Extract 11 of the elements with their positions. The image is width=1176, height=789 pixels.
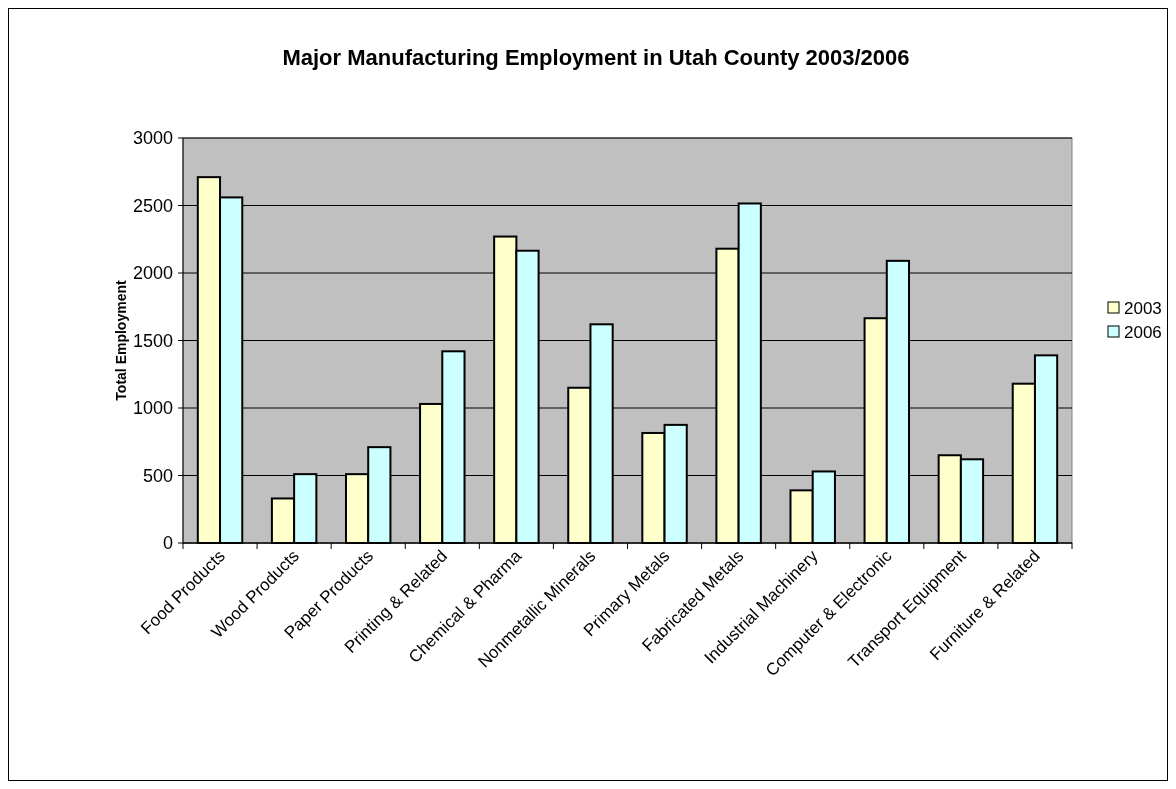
y-tick-label: 3000 (132, 128, 173, 149)
y-tick-label: 1000 (132, 398, 173, 419)
legend-label: 2003 (1124, 298, 1162, 318)
legend-label: 2006 (1124, 322, 1162, 342)
y-tick-label: 1500 (132, 330, 173, 351)
y-axis-title: Total Employment (113, 280, 129, 401)
y-tick-label: 2000 (132, 263, 173, 284)
y-tick-label: 2500 (132, 195, 173, 216)
y-tick-label: 0 (162, 533, 173, 554)
chart-title: Major Manufacturing Employment in Utah County 2003/2006 (282, 45, 910, 70)
y-tick-label: 500 (142, 465, 173, 486)
